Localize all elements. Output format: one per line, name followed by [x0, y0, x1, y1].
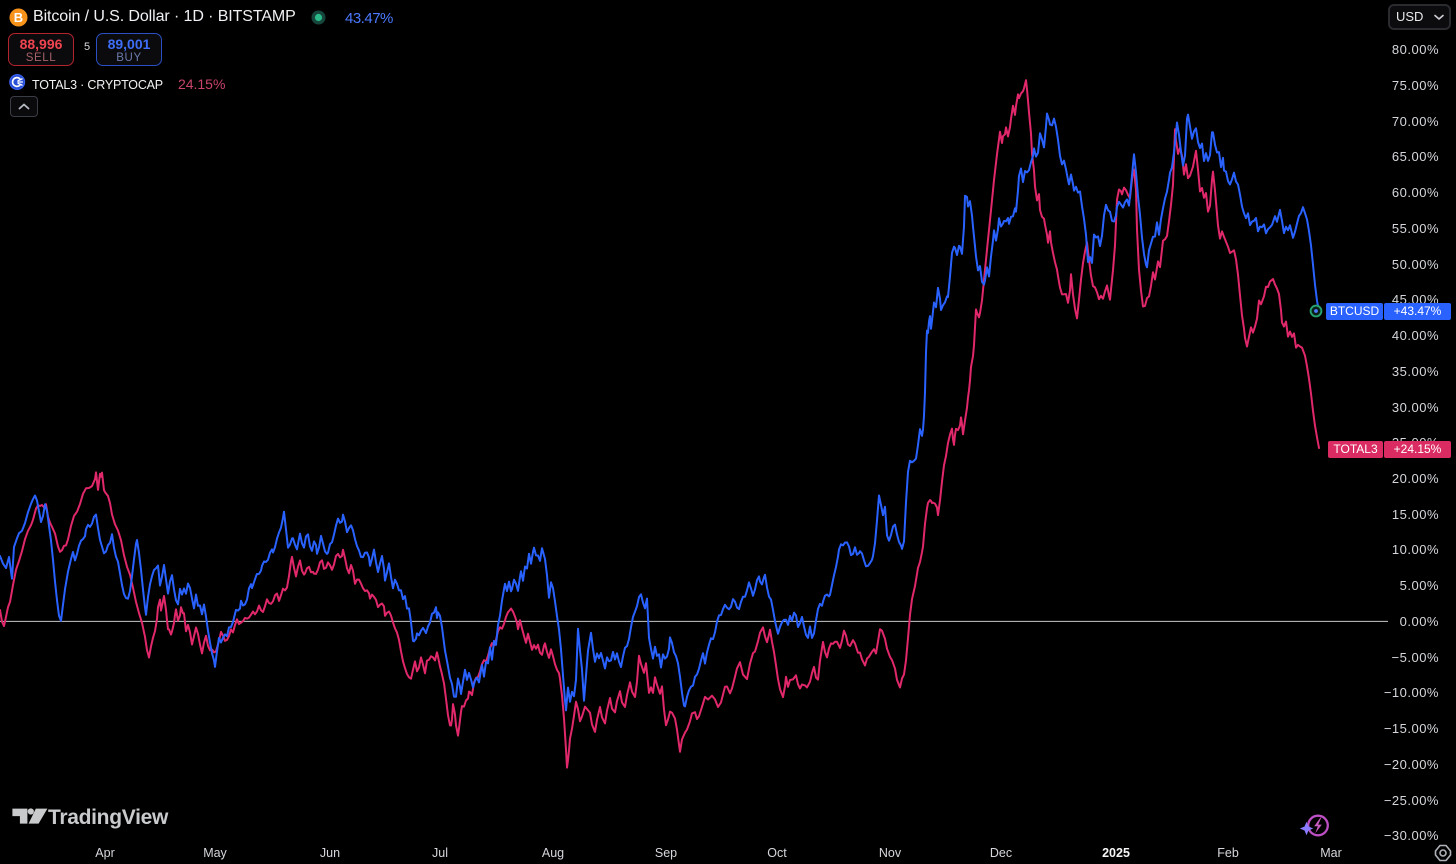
- svg-text:B: B: [14, 10, 23, 25]
